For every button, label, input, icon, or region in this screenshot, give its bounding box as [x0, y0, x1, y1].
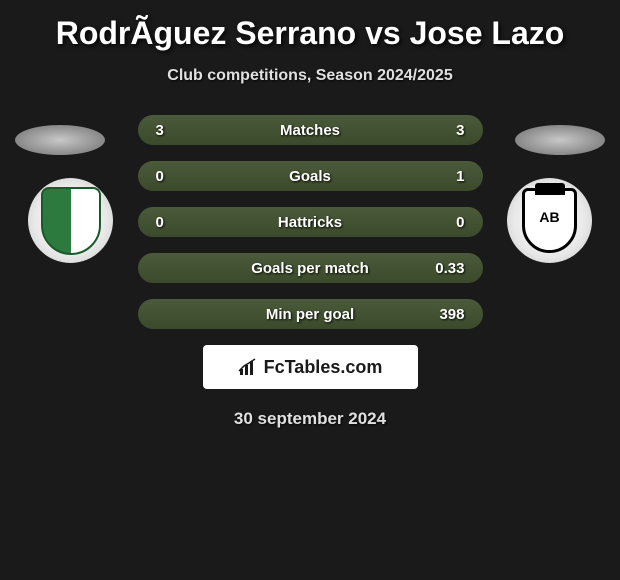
stat-row-min-per-goal: Min per goal 398	[138, 299, 483, 329]
stat-right-value: 3	[456, 122, 464, 139]
stat-right-value: 0	[456, 214, 464, 231]
crest-shield-right	[522, 188, 577, 253]
main-container: RodrÃ­guez Serrano vs Jose Lazo Club com…	[0, 0, 620, 439]
stat-label: Matches	[280, 122, 340, 139]
player-shadow-left	[15, 125, 105, 155]
stat-label: Hattricks	[278, 214, 342, 231]
club-crest-left	[28, 178, 113, 263]
stat-row-goals: 0 Goals 1	[138, 161, 483, 191]
stat-row-matches: 3 Matches 3	[138, 115, 483, 145]
stat-left-value: 3	[156, 122, 164, 139]
stat-left-value: 0	[156, 168, 164, 185]
player-shadow-right	[515, 125, 605, 155]
page-title: RodrÃ­guez Serrano vs Jose Lazo	[0, 15, 620, 52]
stat-right-value: 0.33	[435, 260, 464, 277]
stat-row-goals-per-match: Goals per match 0.33	[138, 253, 483, 283]
stat-label: Goals per match	[251, 260, 369, 277]
brand-text: FcTables.com	[264, 357, 383, 378]
stat-label: Goals	[289, 168, 331, 185]
club-crest-right	[507, 178, 592, 263]
page-subtitle: Club competitions, Season 2024/2025	[0, 67, 620, 85]
stat-label: Min per goal	[266, 306, 354, 323]
crest-shield-left	[41, 187, 101, 255]
stat-left-value: 0	[156, 214, 164, 231]
brand-box[interactable]: FcTables.com	[203, 345, 418, 389]
chart-bars-icon	[238, 357, 258, 377]
stat-row-hattricks: 0 Hattricks 0	[138, 207, 483, 237]
stat-right-value: 398	[439, 306, 464, 323]
stat-right-value: 1	[456, 168, 464, 185]
date-label: 30 september 2024	[0, 409, 620, 429]
